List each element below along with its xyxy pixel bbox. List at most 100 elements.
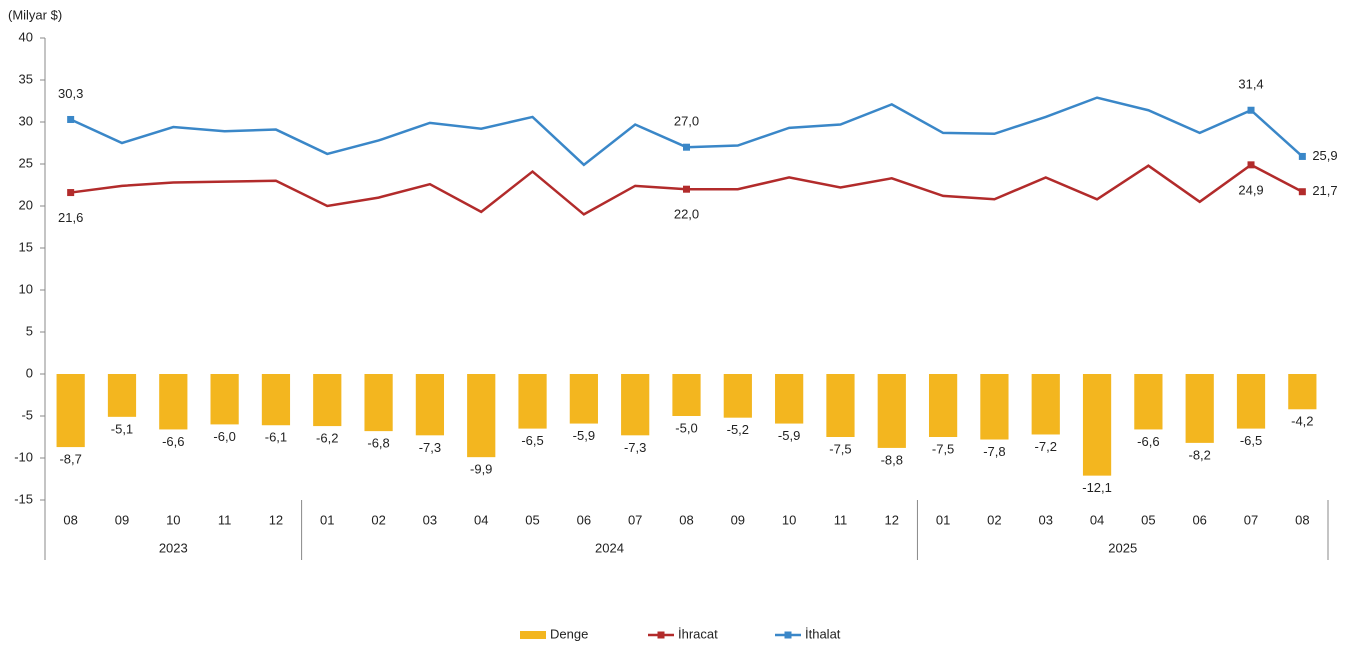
bar bbox=[775, 374, 804, 424]
bar bbox=[877, 374, 906, 448]
line-value-label: 21,7 bbox=[1312, 183, 1337, 198]
point-marker bbox=[683, 185, 690, 193]
point-marker bbox=[683, 143, 690, 151]
bar bbox=[672, 374, 701, 416]
bar bbox=[1236, 374, 1266, 429]
legend-label: İthalat bbox=[805, 626, 841, 641]
x-tick-label: 04 bbox=[1090, 512, 1104, 527]
bar-value-label: -6,1 bbox=[265, 430, 287, 445]
point-marker bbox=[67, 189, 75, 197]
y-tick-label: -15 bbox=[14, 491, 33, 506]
x-tick-label: 02 bbox=[987, 512, 1001, 527]
point-marker bbox=[67, 115, 75, 123]
line-value-label: 31,4 bbox=[1238, 77, 1263, 92]
y-tick-label: 40 bbox=[19, 29, 33, 44]
legend-label: İhracat bbox=[678, 626, 718, 641]
bar-value-label: -7,3 bbox=[624, 440, 646, 455]
x-tick-label: 12 bbox=[885, 512, 899, 527]
x-tick-label: 01 bbox=[936, 512, 950, 527]
bar-value-label: -6,6 bbox=[162, 434, 184, 449]
group-label: 2023 bbox=[159, 540, 188, 555]
bar bbox=[621, 374, 650, 436]
bar bbox=[159, 374, 188, 430]
bar bbox=[569, 374, 598, 424]
y-tick-label: -5 bbox=[21, 407, 33, 422]
bar-value-label: -8,7 bbox=[59, 452, 81, 467]
x-tick-label: 11 bbox=[834, 512, 848, 527]
bar bbox=[518, 374, 547, 429]
x-tick-label: 08 bbox=[63, 512, 77, 527]
point-marker bbox=[1247, 106, 1255, 114]
point-marker bbox=[1298, 152, 1306, 160]
bar bbox=[826, 374, 855, 437]
x-tick-label: 10 bbox=[166, 512, 180, 527]
legend-label: Denge bbox=[550, 626, 588, 641]
x-tick-label: 03 bbox=[1039, 512, 1053, 527]
group-label: 2025 bbox=[1108, 540, 1137, 555]
line-value-label: 27,0 bbox=[674, 114, 699, 129]
x-tick-label: 04 bbox=[474, 512, 488, 527]
x-tick-label: 07 bbox=[628, 512, 642, 527]
bar-value-label: -8,8 bbox=[881, 452, 903, 467]
x-tick-label: 08 bbox=[679, 512, 693, 527]
bar bbox=[1082, 374, 1112, 476]
bar-value-label: -6,5 bbox=[1240, 433, 1262, 448]
bar-value-label: -5,9 bbox=[778, 428, 800, 443]
bar-value-label: -7,5 bbox=[829, 441, 851, 456]
legend-swatch bbox=[520, 631, 546, 639]
x-tick-label: 05 bbox=[525, 512, 539, 527]
bar bbox=[313, 374, 342, 427]
y-tick-label: 10 bbox=[19, 281, 33, 296]
line-value-label: 30,3 bbox=[58, 86, 83, 101]
y-tick-label: 25 bbox=[19, 155, 33, 170]
bar bbox=[723, 374, 752, 418]
x-tick-label: 01 bbox=[320, 512, 334, 527]
x-tick-label: 11 bbox=[218, 512, 232, 527]
x-tick-label: 10 bbox=[782, 512, 796, 527]
bar-value-label: -5,1 bbox=[111, 421, 133, 436]
x-tick-label: 12 bbox=[269, 512, 283, 527]
x-tick-label: 03 bbox=[423, 512, 437, 527]
x-tick-label: 05 bbox=[1141, 512, 1155, 527]
bar bbox=[467, 374, 496, 458]
bar-value-label: -6,6 bbox=[1137, 434, 1159, 449]
x-tick-label: 08 bbox=[1295, 512, 1309, 527]
bar-value-label: -9,9 bbox=[470, 462, 492, 477]
line-value-label: 21,6 bbox=[58, 210, 83, 225]
line-value-label: 24,9 bbox=[1238, 182, 1263, 197]
bar bbox=[415, 374, 445, 436]
x-tick-label: 07 bbox=[1244, 512, 1258, 527]
x-tick-label: 09 bbox=[731, 512, 745, 527]
x-tick-label: 09 bbox=[115, 512, 129, 527]
bar bbox=[1134, 374, 1163, 430]
y-tick-label: -10 bbox=[14, 449, 33, 464]
point-marker bbox=[1298, 188, 1306, 196]
bar bbox=[210, 374, 239, 425]
bar bbox=[364, 374, 393, 432]
line-value-label: 22,0 bbox=[674, 207, 699, 222]
bar bbox=[928, 374, 958, 437]
y-tick-label: 0 bbox=[26, 365, 33, 380]
x-tick-label: 06 bbox=[1192, 512, 1206, 527]
y-tick-label: 35 bbox=[19, 71, 33, 86]
legend-marker bbox=[784, 631, 792, 639]
bar bbox=[261, 374, 291, 426]
bar-value-label: -5,0 bbox=[675, 420, 697, 435]
bar-value-label: -6,8 bbox=[367, 436, 389, 451]
y-tick-label: 30 bbox=[19, 113, 33, 128]
line bbox=[70, 96, 1304, 167]
bar bbox=[56, 374, 85, 448]
bar bbox=[1031, 374, 1060, 435]
bar-value-label: -7,5 bbox=[932, 441, 954, 456]
bar-value-label: -4,2 bbox=[1291, 414, 1313, 429]
bar-value-label: -7,3 bbox=[419, 440, 441, 455]
bar-value-label: -7,8 bbox=[983, 444, 1005, 459]
bar bbox=[1185, 374, 1214, 443]
bar bbox=[980, 374, 1009, 440]
x-tick-label: 02 bbox=[371, 512, 385, 527]
bar-value-label: -12,1 bbox=[1082, 480, 1112, 495]
line-value-label: 25,9 bbox=[1312, 148, 1337, 163]
y-tick-label: 5 bbox=[26, 323, 33, 338]
legend-marker bbox=[657, 631, 665, 639]
